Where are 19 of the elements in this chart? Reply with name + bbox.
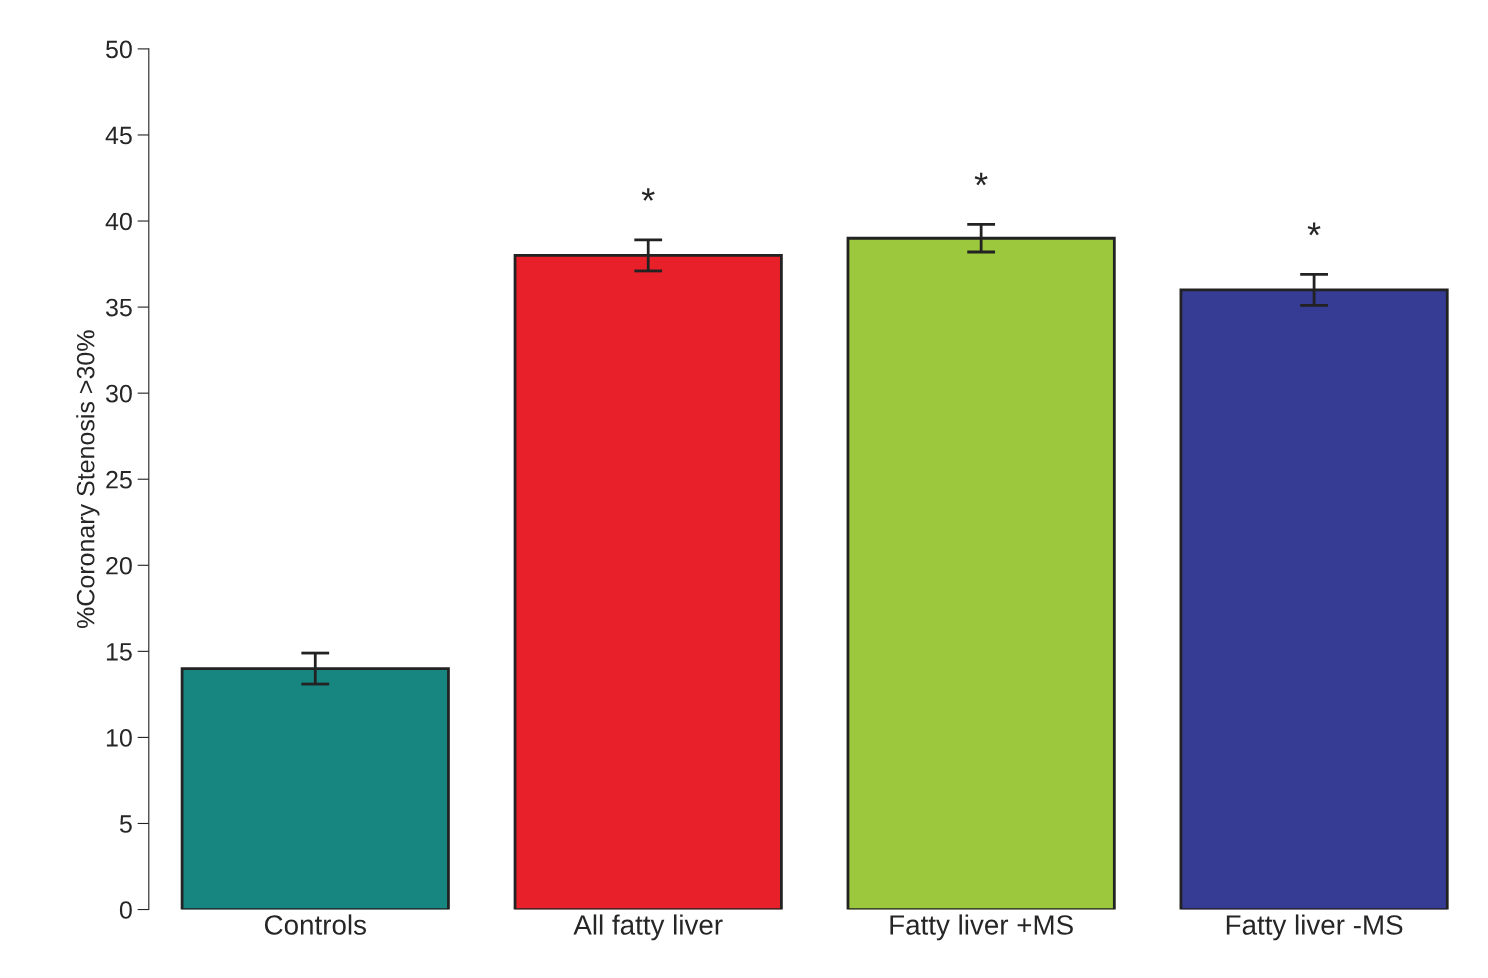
y-tick-label: 5	[119, 815, 132, 833]
y-tick-label: 45	[105, 126, 132, 145]
x-tick-label: Controls	[264, 914, 366, 935]
y-tick-label: 15	[106, 643, 132, 661]
y-tick-label: 35	[105, 298, 132, 317]
x-tick-label: All fatty liver	[573, 914, 723, 941]
y-tick-label: 25	[106, 470, 132, 489]
x-tick-label: Fatty liver -MS	[1226, 914, 1403, 941]
y-tick-label: 40	[105, 212, 132, 231]
y-tick-label: 20	[106, 556, 132, 575]
annotation: *	[641, 188, 655, 201]
y-tick-label: 50	[106, 40, 132, 59]
annotation: *	[974, 172, 988, 186]
y-tick-label: 0	[119, 901, 132, 919]
x-tick-label: Fatty liver +MS	[890, 914, 1073, 941]
y-axis-title: %Coronary Stenosis >30%	[76, 330, 100, 629]
y-tick-label: 10	[106, 729, 132, 747]
y-tick-label: 30	[105, 384, 132, 403]
annotation: *	[1307, 222, 1321, 236]
